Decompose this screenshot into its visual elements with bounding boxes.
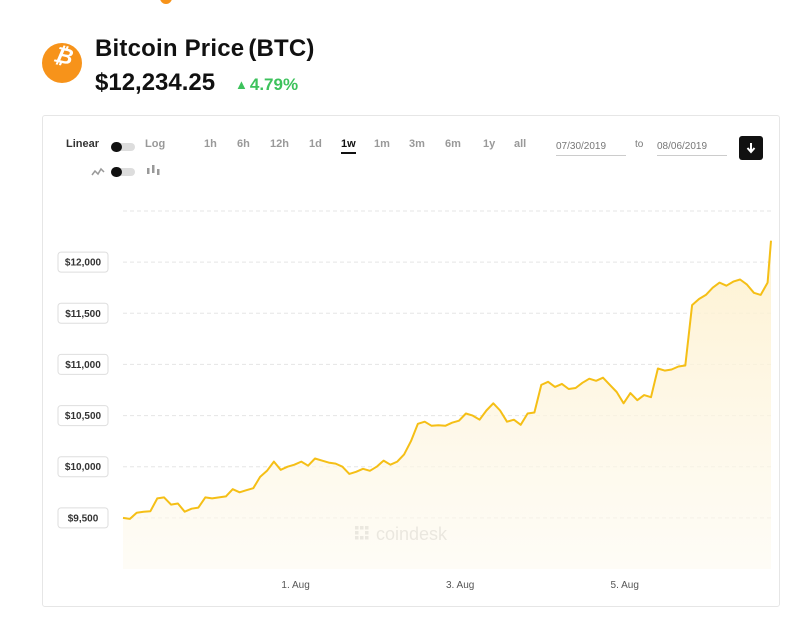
x-tick-label: 5. Aug (611, 580, 639, 591)
range-1h[interactable]: 1h (204, 138, 217, 150)
y-tick-text: $10,000 (65, 462, 102, 473)
y-tick-text: $9,500 (68, 513, 99, 524)
current-price: $12,234.25 (95, 69, 216, 96)
download-button[interactable] (739, 136, 763, 160)
y-tick-text: $11,000 (65, 360, 101, 371)
y-tick-label: $10,500 (57, 405, 109, 427)
y-tick-label: $11,000 (57, 353, 109, 375)
price-line[interactable] (122, 240, 772, 520)
date-to-label: to (635, 139, 644, 150)
chart-style-toggle[interactable] (111, 167, 135, 177)
candlestick-icon[interactable] (146, 165, 160, 177)
chart-style-toggle-knob (111, 167, 122, 177)
range-6m[interactable]: 6m (445, 138, 461, 150)
y-tick-label: $9,500 (57, 507, 109, 529)
y-tick-label: $11,500 (57, 302, 109, 324)
x-tick-label: 3. Aug (446, 580, 474, 591)
price-chart-card: Linear Log 1h 6h 12h 1d 1w 1m 3m 6m 1y a… (42, 115, 780, 607)
y-axis-labels: $12,000 $11,500 $11,000 $10,500 $10,000 $9,50… (57, 251, 109, 529)
price-chart[interactable]: $12,000 $11,500 $11,000 $10,500 $10,000 $9,50… (43, 116, 779, 606)
up-triangle-icon: ▲ (235, 77, 248, 92)
download-arrow-icon (746, 143, 756, 154)
x-axis-labels: 1. Aug 3. Aug 5. Aug (281, 580, 639, 591)
range-1y[interactable]: 1y (483, 138, 496, 150)
coin-title: Bitcoin Price (BTC) (95, 35, 315, 63)
bitcoin-icon: ₿ (42, 42, 82, 83)
y-tick-box (57, 456, 109, 478)
range-12h[interactable]: 12h (270, 138, 289, 150)
range-3m[interactable]: 3m (409, 138, 425, 150)
range-6h[interactable]: 6h (237, 138, 250, 150)
range-1w[interactable]: 1w (341, 138, 356, 154)
range-all[interactable]: all (514, 138, 527, 150)
price-area-fill (123, 240, 771, 569)
price-change: ▲ 4.79% (235, 75, 298, 95)
line-chart-icon[interactable] (91, 167, 105, 177)
y-tick-label: $10,000 (57, 456, 109, 478)
log-label: Log (145, 138, 166, 150)
coin-symbol: (BTC) (248, 35, 315, 62)
y-tick-label: $12,000 (57, 251, 109, 273)
price-header: ₿ Bitcoin Price (BTC) $12,234.25 ▲ 4.79% (42, 35, 442, 105)
y-tick-box (57, 251, 109, 273)
date-from-input[interactable] (556, 137, 626, 156)
coin-name: Bitcoin Price (95, 35, 245, 62)
y-tick-box (57, 302, 109, 324)
date-to-input[interactable] (657, 137, 727, 156)
y-tick-text: $11,500 (65, 309, 101, 320)
linear-label: Linear (66, 138, 100, 150)
coin-dot-icon (160, 0, 172, 4)
y-tick-box (57, 405, 109, 427)
y-tick-box (57, 353, 109, 375)
price-change-value: 4.79% (249, 75, 299, 94)
range-1m[interactable]: 1m (374, 138, 390, 150)
y-tick-text: $10,500 (65, 411, 102, 422)
chart-controls: Linear Log 1h 6h 12h 1d 1w 1m 3m 6m 1y a… (43, 116, 779, 186)
y-tick-box (57, 507, 109, 529)
previous-header-fragment (150, 0, 280, 4)
scale-toggle[interactable] (111, 142, 135, 152)
range-1d[interactable]: 1d (309, 138, 322, 150)
y-tick-text: $12,000 (65, 258, 102, 269)
x-tick-label: 1. Aug (281, 580, 309, 591)
scale-toggle-knob (111, 142, 122, 152)
